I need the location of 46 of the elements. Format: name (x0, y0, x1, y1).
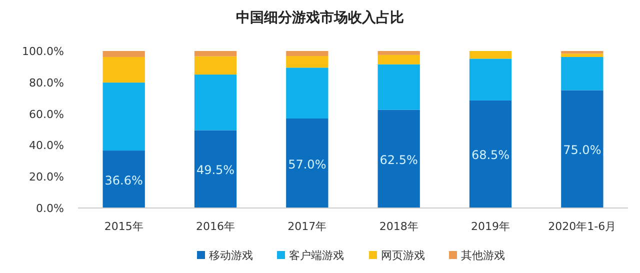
y-tick-label: 60.0% (29, 108, 64, 121)
bar (286, 118, 328, 208)
bar (286, 68, 328, 119)
data-label: 68.5% (471, 148, 510, 162)
x-tick-label: 2020年1-6月 (548, 220, 616, 233)
bar (378, 51, 420, 55)
bar (102, 82, 145, 151)
legend-label: 网页游戏 (381, 249, 425, 262)
x-tick-label: 2015年 (104, 220, 144, 233)
y-tick-label: 20.0% (29, 170, 64, 184)
x-tick-label: 2016年 (196, 220, 235, 233)
bar (194, 56, 237, 75)
legend-label: 移动游戏 (209, 249, 253, 262)
bar (469, 51, 512, 59)
bar (561, 56, 604, 90)
bar (102, 150, 145, 208)
data-label: 75.0% (563, 143, 602, 158)
y-tick-label: 40.0% (29, 139, 64, 152)
y-tick-label: 100.0% (22, 45, 64, 58)
bar (194, 51, 237, 56)
x-tick-label: 2018年 (379, 220, 418, 233)
x-tick-label: 2019年 (471, 220, 510, 233)
bar (561, 90, 604, 208)
legend-label: 客户端游戏 (289, 249, 344, 262)
data-label: 62.5% (380, 152, 418, 167)
bar (194, 130, 237, 208)
bar (378, 110, 420, 208)
bar (102, 56, 145, 83)
data-label: 36.6% (104, 173, 143, 188)
bar (194, 74, 237, 130)
legend-label: 其他游戏 (461, 249, 505, 262)
bar (469, 100, 512, 208)
y-tick-label: 0.0% (36, 202, 64, 215)
data-label: 49.5% (196, 163, 235, 178)
bar (469, 58, 512, 100)
bar (102, 51, 145, 57)
x-tick-label: 2017年 (288, 220, 327, 233)
bar (378, 64, 420, 110)
bar (286, 51, 328, 56)
bar (286, 56, 328, 68)
bar (378, 54, 420, 64)
chart-title: 中国细分游戏市场收入占比 (236, 9, 404, 26)
data-label: 57.0% (288, 157, 326, 172)
bar (561, 51, 604, 54)
y-tick-label: 80.0% (29, 76, 64, 90)
bar (561, 54, 604, 57)
